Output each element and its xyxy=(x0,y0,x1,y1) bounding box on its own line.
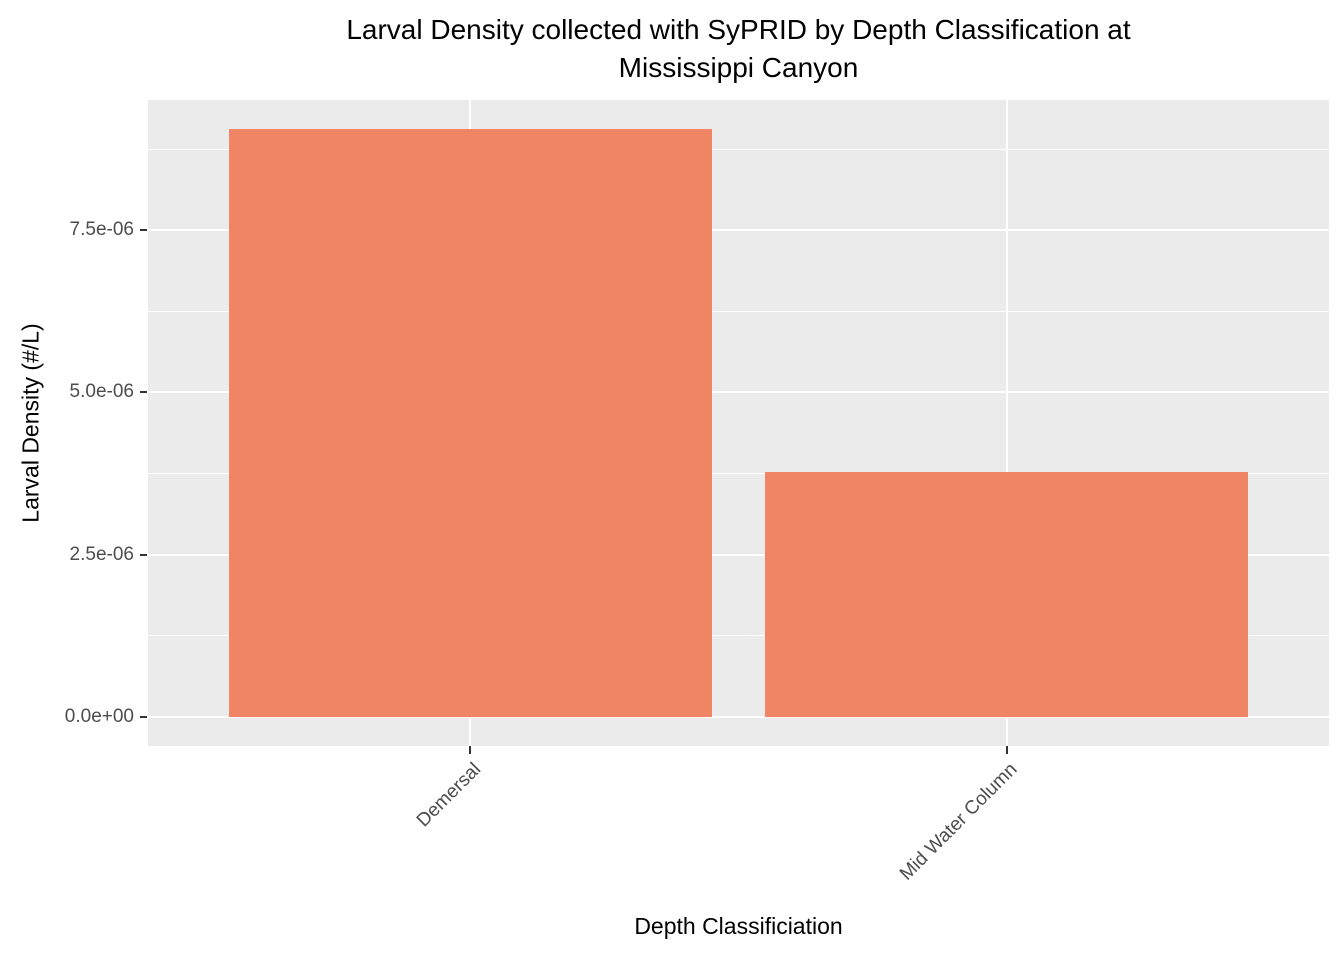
chart-title-line2: Mississippi Canyon xyxy=(618,52,859,83)
x-tick-label: Mid Water Column xyxy=(896,759,1022,885)
y-tick-label: 2.5e-06 xyxy=(69,543,134,565)
y-tick-label: 0.0e+00 xyxy=(64,705,134,727)
y-tick-mark xyxy=(140,715,147,718)
gridline-major-x xyxy=(1005,100,1008,746)
x-tick-mark xyxy=(469,746,472,754)
y-tick-mark xyxy=(140,391,147,394)
bar-mid-water-column xyxy=(765,472,1249,717)
y-tick-label: 5.0e-06 xyxy=(69,381,134,403)
x-axis-title: Depth Classificiation xyxy=(634,913,843,939)
y-tick-label: 7.5e-06 xyxy=(69,219,134,241)
plot-panel xyxy=(148,100,1329,746)
gridline-minor-y xyxy=(148,148,1329,150)
chart-title: Larval Density collected with SyPRID by … xyxy=(148,11,1329,87)
gridline-major-y xyxy=(148,229,1329,232)
gridline-major-y xyxy=(148,553,1329,556)
bar-demersal xyxy=(228,129,712,717)
gridline-major-y xyxy=(148,715,1329,718)
gridline-minor-y xyxy=(148,472,1329,474)
y-tick-mark xyxy=(140,553,147,556)
chart-title-line1: Larval Density collected with SyPRID by … xyxy=(346,14,1131,45)
y-axis-title: Larval Density (#/L) xyxy=(17,323,44,523)
gridline-major-y xyxy=(148,391,1329,394)
y-tick-mark xyxy=(140,229,147,232)
gridline-minor-y xyxy=(148,635,1329,637)
x-tick-mark xyxy=(1005,746,1008,754)
gridline-minor-y xyxy=(148,310,1329,312)
x-tick-label: Demersal xyxy=(412,759,485,832)
